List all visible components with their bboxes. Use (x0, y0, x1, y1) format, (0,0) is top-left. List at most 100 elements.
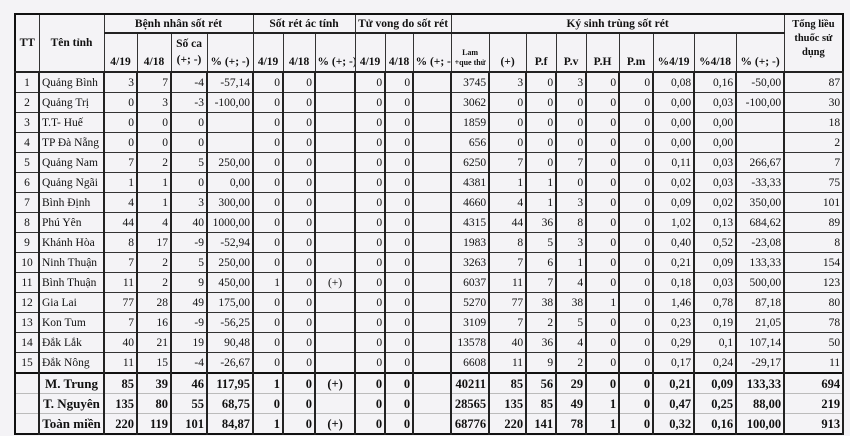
cell (314, 92, 357, 113)
cell: 39 (136, 372, 172, 394)
cell (206, 132, 255, 153)
row-number: 4 (14, 132, 40, 153)
cell: 0 (585, 372, 621, 394)
cell (412, 71, 453, 93)
cell: 0 (354, 232, 387, 253)
cell: 250,00 (206, 252, 255, 273)
cell: 40 (488, 332, 528, 353)
cell: 21 (136, 332, 172, 353)
cell: 0 (618, 232, 655, 253)
cell: 266,67 (735, 152, 786, 173)
cell: 87,18 (735, 292, 786, 313)
cell: 0 (103, 132, 138, 153)
cell (314, 393, 357, 414)
cell: 0 (282, 172, 317, 193)
cell: 0 (282, 272, 317, 293)
cell: (+) (314, 272, 357, 293)
cell: 0 (282, 372, 317, 394)
cell: 0 (384, 112, 415, 133)
cell: 19 (170, 332, 208, 353)
cell: 30 (783, 92, 845, 113)
cell: 0 (282, 292, 317, 313)
cell: 4 (555, 332, 588, 353)
cell: 1 (585, 413, 621, 435)
province-name: Ninh Thuận (38, 252, 105, 273)
cell: 0,40 (652, 232, 696, 253)
cell: 0,21 (652, 372, 696, 394)
row-number: 8 (14, 212, 40, 233)
subheader-kst-6: %4/19 (652, 32, 695, 73)
cell (206, 112, 255, 133)
cell: 0,78 (693, 292, 738, 313)
cell: 1983 (450, 232, 491, 253)
cell: 5 (555, 312, 588, 333)
cell: 40 (170, 212, 208, 233)
cell: 75 (783, 172, 845, 193)
cell: -57,14 (206, 71, 255, 93)
cell: 1 (252, 413, 285, 435)
subheader-srat-2: % (+; -) (314, 32, 356, 73)
cell: 0 (384, 413, 415, 435)
cell: 6608 (450, 352, 491, 374)
cell: 29 (555, 372, 588, 394)
cell: 50 (783, 332, 845, 353)
cell: 15 (136, 352, 172, 374)
cell: 1859 (450, 112, 491, 133)
cell: 0,03 (693, 152, 738, 173)
cell: 11 (783, 352, 845, 374)
cell: 0 (618, 352, 655, 374)
cell: 913 (783, 413, 845, 435)
cell: 154 (783, 252, 845, 273)
table-row: 2 Quảng Trị 0 3 -3 -100,00 0 0 0 0 3062 0 0 0 0 0 0,00 0,… (14, 92, 845, 113)
cell: 0 (618, 71, 655, 93)
cell: 1 (252, 372, 285, 394)
cell: 0 (170, 172, 208, 193)
cell: 0 (384, 272, 415, 293)
cell: 1 (525, 192, 558, 213)
header-parasites: Ký sinh trùng sốt rét (450, 13, 785, 34)
cell: 4381 (450, 172, 491, 193)
row-number: 5 (14, 152, 40, 173)
cell: 78 (783, 312, 845, 333)
cell: 0 (384, 252, 415, 273)
cell: 78 (555, 413, 588, 435)
cell: 5 (525, 232, 558, 253)
cell: 87 (783, 71, 845, 93)
cell: 13578 (450, 332, 491, 353)
cell: 0 (618, 312, 655, 333)
cell: 1 (585, 393, 621, 414)
cell (412, 332, 453, 353)
table-row: 7 Bình Định 4 1 3 300,00 0 0 0 0 4660 4 1 3 0 0 0,09 0,02… (14, 192, 845, 213)
subheader-bn-0: 4/19 (103, 32, 138, 73)
cell: 0 (282, 212, 317, 233)
cell (735, 112, 786, 133)
row-number: 15 (14, 352, 40, 374)
cell: 0 (282, 232, 317, 253)
cell (412, 212, 453, 233)
cell (412, 272, 453, 293)
cell: 7 (783, 152, 845, 173)
cell: 0 (618, 132, 655, 153)
cell: 1,02 (652, 212, 696, 233)
cell: 2 (136, 272, 172, 293)
cell: 0,09 (693, 372, 738, 394)
cell: 0 (618, 292, 655, 313)
cell: 135 (488, 393, 528, 414)
cell: 0,03 (693, 92, 738, 113)
cell: 85 (103, 372, 138, 394)
cell: 0 (354, 312, 387, 333)
cell: 7 (136, 71, 172, 93)
cell: 40211 (450, 372, 491, 394)
cell: 7 (555, 152, 588, 173)
cell: 0 (252, 71, 285, 93)
cell: 4 (103, 192, 138, 213)
cell: -100,00 (206, 92, 255, 113)
cell: 28565 (450, 393, 491, 414)
province-name: Khánh Hòa (38, 232, 105, 253)
cell: 8 (555, 212, 588, 233)
cell: 2 (555, 352, 588, 374)
province-name: Quảng Nam (38, 152, 105, 173)
row-number: 7 (14, 192, 40, 213)
cell: 7 (488, 152, 528, 173)
cell: 6037 (450, 272, 491, 293)
